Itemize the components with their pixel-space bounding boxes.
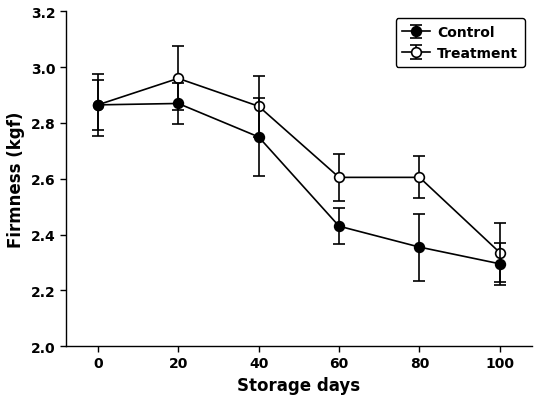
Y-axis label: Firmness (kgf): Firmness (kgf) (7, 111, 25, 247)
Legend: Control, Treatment: Control, Treatment (396, 19, 525, 68)
X-axis label: Storage days: Storage days (237, 376, 361, 394)
